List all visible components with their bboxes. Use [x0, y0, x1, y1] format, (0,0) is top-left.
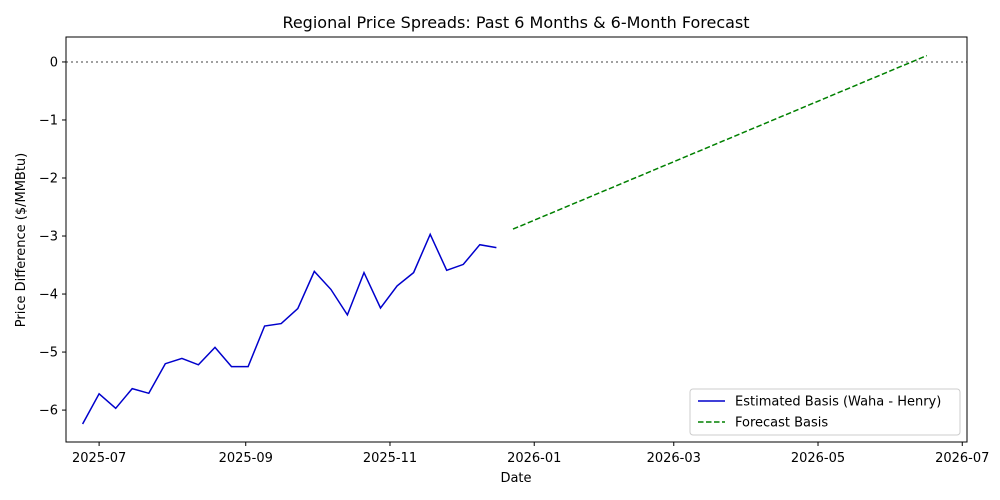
legend-label-0: Estimated Basis (Waha - Henry): [735, 395, 941, 410]
x-tick-label: 2026-03: [647, 451, 701, 466]
legend: Estimated Basis (Waha - Henry) Forecast B…: [689, 388, 961, 436]
y-tick-label: 0: [50, 55, 58, 70]
legend-label-1: Forecast Basis: [735, 416, 828, 431]
y-tick-label: −3: [39, 230, 58, 245]
x-tick-label: 2025-11: [363, 451, 417, 466]
x-tick-label: 2025-07: [72, 451, 126, 466]
x-tick-label: 2025-09: [219, 451, 273, 466]
series-line-0: [81, 232, 497, 425]
x-tick-label: 2026-01: [507, 451, 561, 466]
y-axis: 0 −1 −2 −3 −4 −5 −6: [39, 55, 66, 419]
plot-area: [66, 54, 967, 425]
x-tick-label: 2026-07: [935, 451, 989, 466]
x-axis-label: Date: [500, 471, 531, 486]
y-tick-label: −6: [39, 404, 58, 419]
chart-title: Regional Price Spreads: Past 6 Months & …: [282, 13, 749, 32]
y-tick-label: −1: [39, 113, 58, 128]
y-tick-label: −4: [39, 288, 58, 303]
series-line-1: [512, 54, 928, 230]
plot-frame: [65, 36, 968, 443]
y-axis-label: Price Difference ($/MMBtu): [14, 153, 29, 327]
x-tick-label: 2026-05: [791, 451, 845, 466]
legend-box: [689, 388, 961, 436]
y-tick-label: −2: [39, 171, 58, 186]
x-axis: 2025-07 2025-09 2025-11 2026-01 2026-03 2026-…: [72, 442, 989, 466]
y-tick-label: −5: [39, 346, 58, 361]
